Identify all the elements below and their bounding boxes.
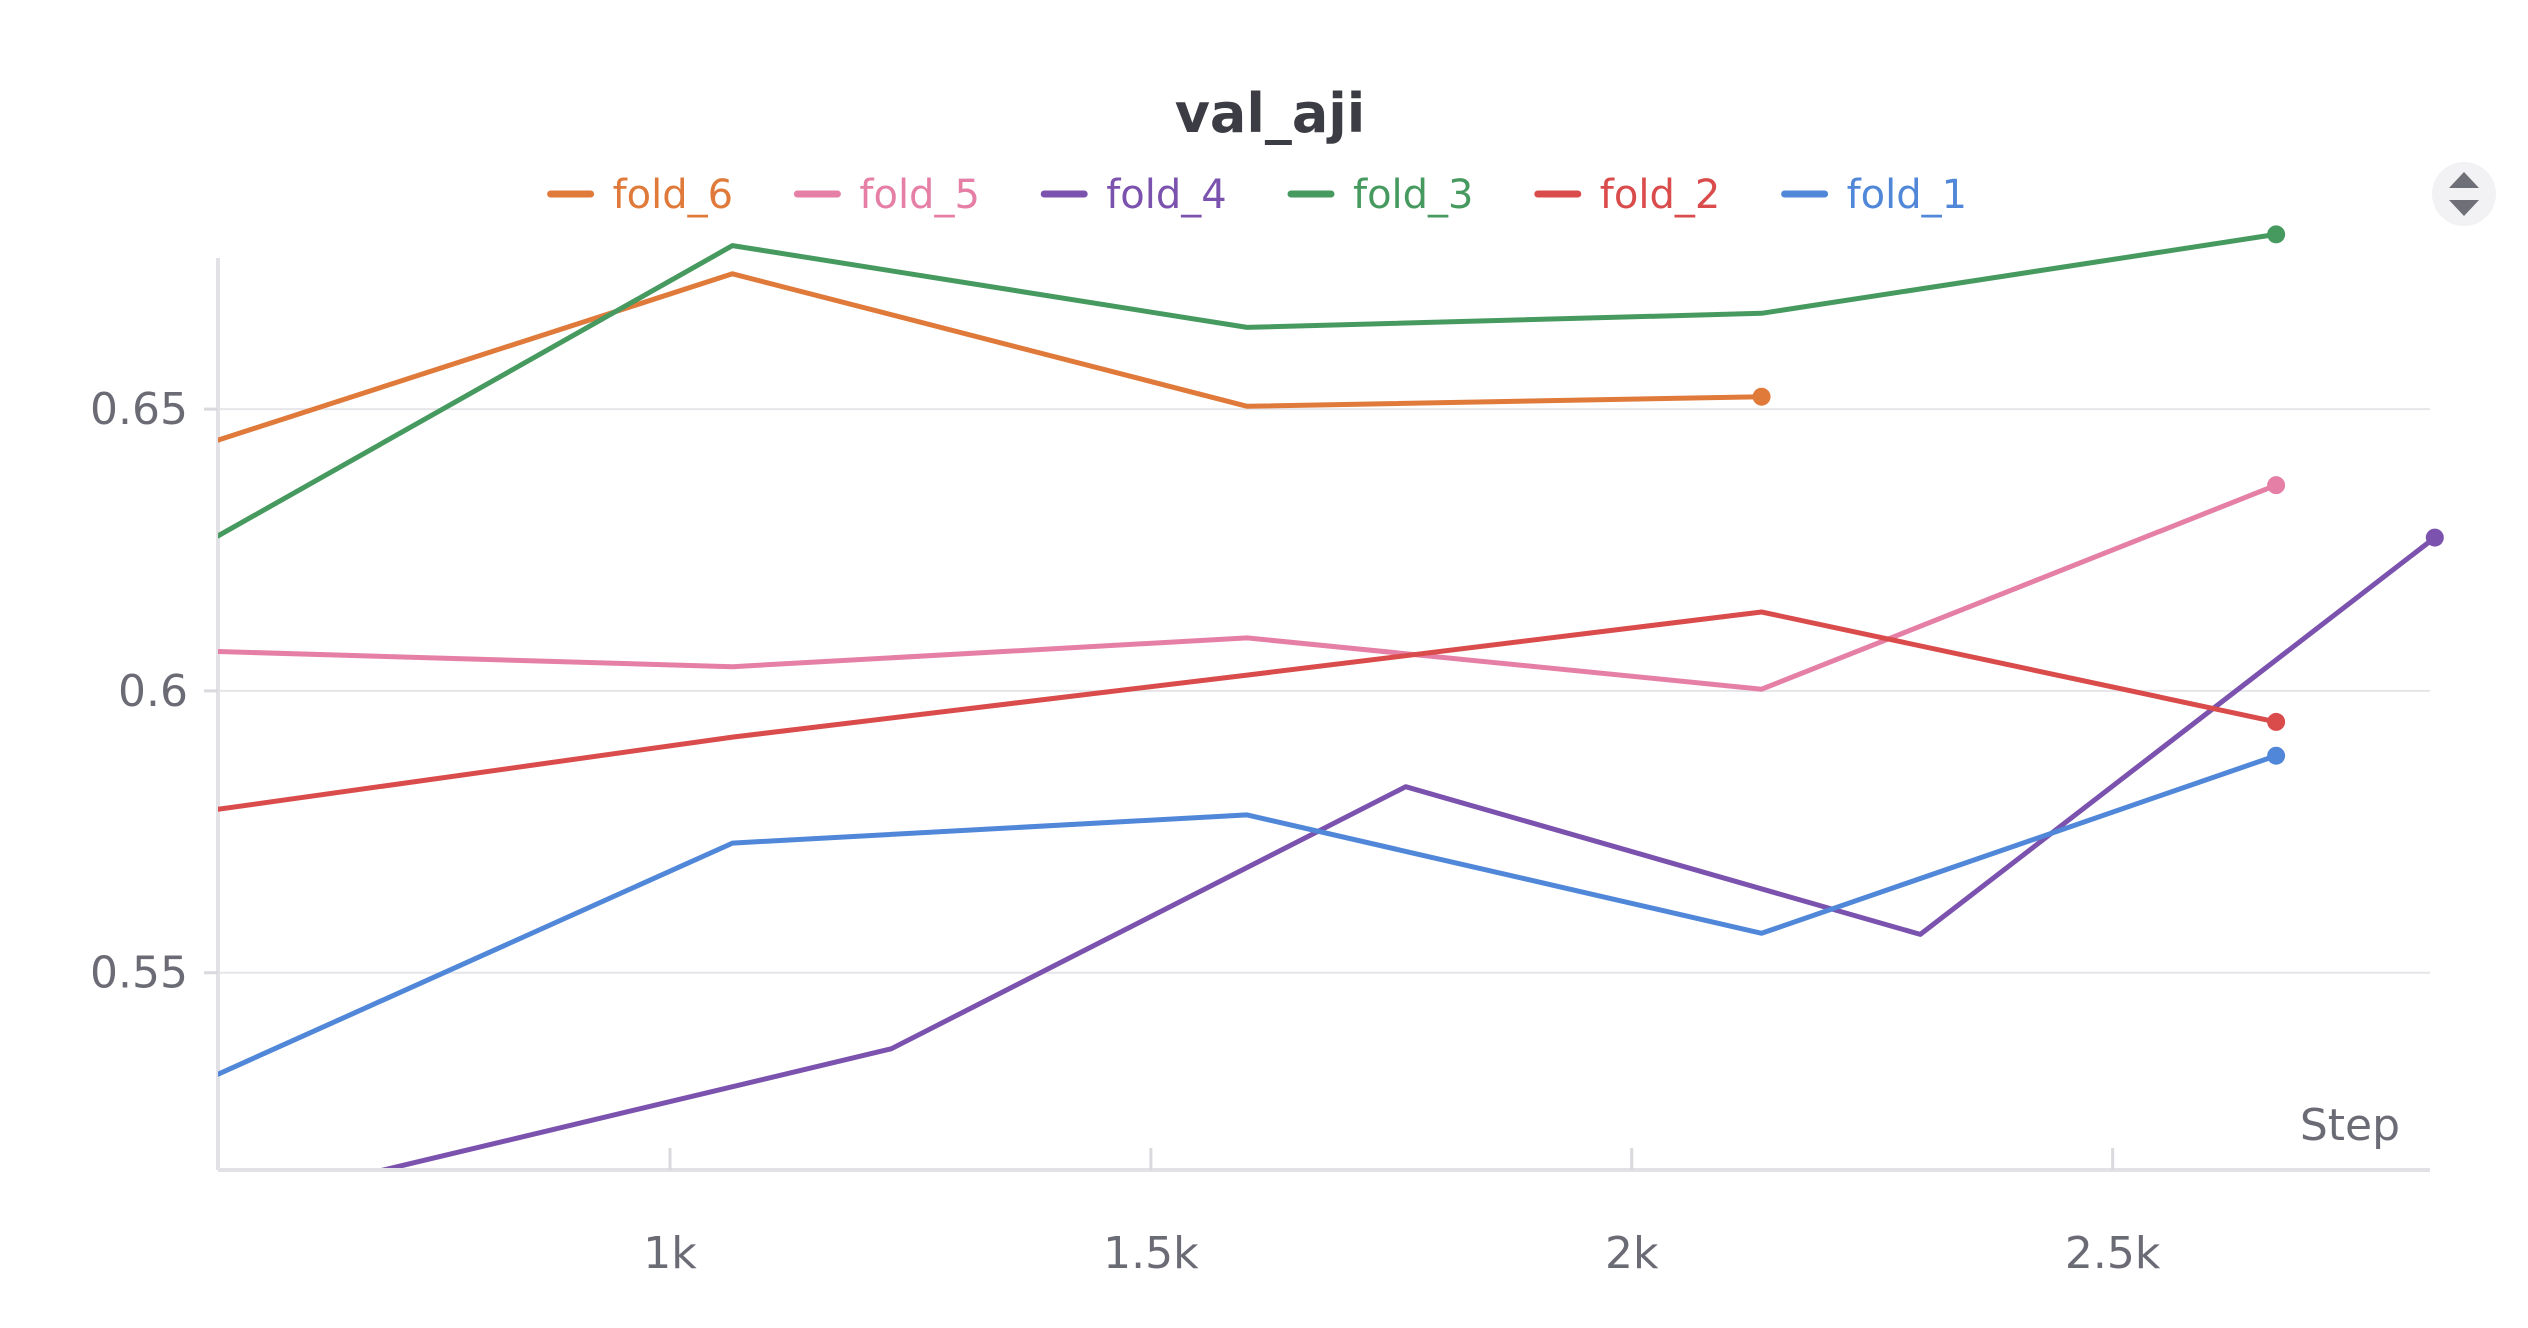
x-tick-label: 1.5k — [1103, 1228, 1199, 1279]
series-line-fold_2 — [218, 609, 2279, 812]
series-line-fold_4 — [381, 535, 2438, 1168]
y-tick-label: 0.65 — [90, 384, 188, 435]
series-line-fold_6 — [218, 271, 1765, 443]
x-tick-label: 1k — [643, 1228, 697, 1279]
y-tick-label: 0.6 — [118, 666, 188, 717]
x-axis-label: Step — [2300, 1100, 2400, 1151]
series-line-fold_1 — [218, 753, 2279, 1077]
axes — [216, 258, 2430, 1172]
series-end-marker-fold_2 — [2267, 712, 2286, 731]
series-end-marker-fold_6 — [1752, 387, 1771, 406]
series-end-marker-fold_5 — [2267, 476, 2286, 495]
legend-label-fold_3: fold_3 — [1353, 172, 1474, 218]
x-tick-label: 2k — [1605, 1228, 1659, 1279]
legend-label-fold_2: fold_2 — [1600, 172, 1721, 218]
legend-label-fold_6: fold_6 — [613, 172, 734, 218]
series-end-marker-fold_1 — [2267, 746, 2286, 765]
x-axis-ticks: 1k 1.5k 2k 2.5k — [643, 1148, 2161, 1279]
series-lines — [218, 225, 2444, 1168]
chart-title: val_aji — [1175, 82, 1366, 145]
y-tick-label: 0.55 — [90, 948, 188, 999]
series-line-fold_3 — [218, 231, 2279, 539]
y-axis-ticks: 0.55 0.6 0.65 — [90, 384, 218, 999]
legend-label-fold_5: fold_5 — [859, 172, 980, 218]
legend-label-fold_4: fold_4 — [1106, 172, 1227, 218]
legend: fold_6 fold_5 fold_4 fold_3 fold_2 fold_1 — [547, 172, 1968, 218]
chevron-toggle-icon[interactable] — [2432, 162, 2496, 226]
legend-label-fold_1: fold_1 — [1847, 172, 1968, 218]
series-end-marker-fold_3 — [2267, 225, 2286, 244]
series-end-marker-fold_4 — [2425, 528, 2444, 547]
gridlines — [218, 408, 2430, 974]
x-tick-label: 2.5k — [2065, 1228, 2161, 1279]
series-line-fold_5 — [218, 482, 2279, 692]
